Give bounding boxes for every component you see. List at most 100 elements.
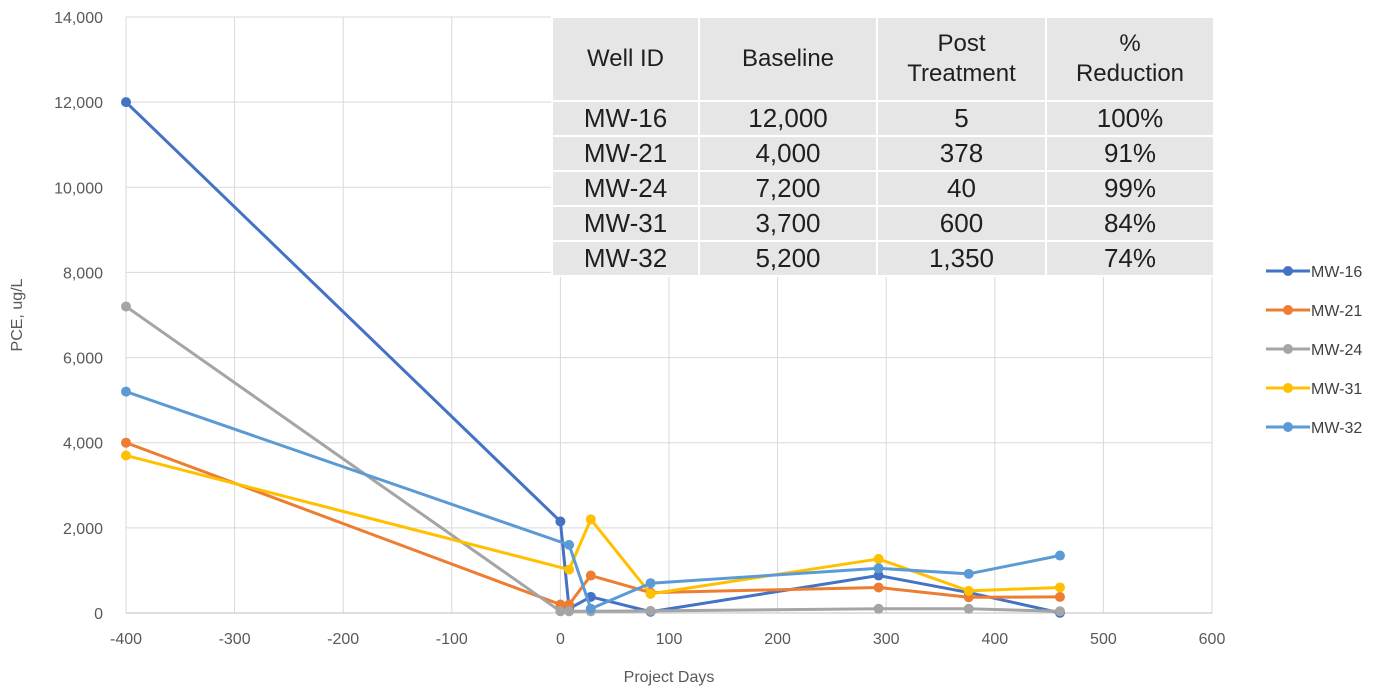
- table-cell: 600: [876, 205, 1047, 242]
- table-header-row: Well ID Baseline Post Treatment % Reduct…: [551, 16, 1215, 102]
- data-point-mw-32: [873, 563, 884, 574]
- y-tick-label: 10,000: [54, 180, 103, 197]
- legend-item-mw-31: MW-31: [1266, 381, 1362, 398]
- table-row: MW-21 4,000 378 91%: [551, 135, 1215, 172]
- table-cell: MW-24: [551, 170, 700, 207]
- header-text: Reduction: [1075, 60, 1185, 87]
- series-line-mw-24: [125, 305, 1061, 613]
- header-percent-reduction: % Reduction: [1045, 16, 1215, 102]
- y-axis-title: PCE, ug/L: [9, 278, 26, 351]
- legend-item-mw-21: MW-21: [1266, 303, 1362, 320]
- y-tick-label: 6,000: [63, 351, 103, 368]
- data-point-mw-16: [873, 570, 884, 581]
- table-cell: 3,700: [698, 205, 878, 242]
- table-cell: 1,350: [876, 240, 1047, 277]
- data-point-mw-31: [645, 588, 656, 599]
- x-tick-label: 500: [1090, 631, 1117, 648]
- legend-marker: [1283, 305, 1293, 315]
- series-mw-32: [121, 386, 1065, 614]
- chart-legend: MW-16 MW-21 MW-24 MW-31 MW-32: [1266, 264, 1362, 437]
- y-tick-label: 0: [94, 606, 103, 623]
- x-tick-label: 300: [873, 631, 900, 648]
- data-point-mw-21: [585, 570, 596, 581]
- header-baseline: Baseline: [698, 16, 878, 102]
- y-tick-label: 4,000: [63, 436, 103, 453]
- data-point-mw-24: [555, 606, 566, 617]
- data-point-mw-32: [121, 386, 131, 397]
- table-cell: 99%: [1045, 170, 1215, 207]
- header-text: Baseline: [741, 45, 835, 72]
- x-tick-label: 600: [1199, 631, 1226, 648]
- header-text: Well ID: [587, 45, 664, 72]
- header-well-id: Well ID: [551, 16, 700, 102]
- data-point-mw-21: [121, 437, 131, 448]
- data-point-mw-32: [585, 603, 596, 614]
- table-row: MW-24 7,200 40 99%: [551, 170, 1215, 207]
- x-tick-label: 0: [556, 631, 565, 648]
- data-point-mw-24: [564, 606, 575, 617]
- data-point-mw-32: [645, 578, 656, 589]
- data-point-mw-21: [1054, 591, 1065, 602]
- data-point-mw-32: [1054, 550, 1065, 561]
- chart-series: [121, 97, 1065, 618]
- legend-marker: [1283, 383, 1293, 393]
- data-point-mw-16: [121, 97, 131, 108]
- data-point-mw-21: [873, 582, 884, 593]
- table-cell: 84%: [1045, 205, 1215, 242]
- legend-marker: [1283, 422, 1293, 432]
- y-tick-label: 12,000: [54, 95, 103, 112]
- header-text: %: [1119, 30, 1141, 57]
- legend-label: MW-21: [1311, 303, 1362, 320]
- data-point-mw-24: [873, 603, 884, 614]
- table-cell: 100%: [1045, 100, 1215, 137]
- data-point-mw-31: [963, 585, 974, 596]
- data-point-mw-24: [963, 603, 974, 614]
- table-cell: 74%: [1045, 240, 1215, 277]
- x-tick-label: 100: [656, 631, 683, 648]
- legend-marker: [1283, 344, 1293, 354]
- data-point-mw-24: [121, 301, 131, 312]
- table-cell: 91%: [1045, 135, 1215, 172]
- legend-label: MW-31: [1311, 381, 1362, 398]
- y-tick-label: 14,000: [54, 10, 103, 27]
- data-point-mw-31: [564, 564, 575, 575]
- legend-label: MW-16: [1311, 264, 1362, 281]
- table-row: MW-31 3,700 600 84%: [551, 205, 1215, 242]
- header-text: Treatment: [907, 60, 1016, 87]
- x-tick-label: -300: [219, 631, 251, 648]
- data-point-mw-32: [963, 568, 974, 579]
- data-point-mw-32: [564, 539, 575, 550]
- legend-item-mw-32: MW-32: [1266, 420, 1362, 437]
- x-tick-label: -200: [327, 631, 359, 648]
- table-cell: MW-21: [551, 135, 700, 172]
- table-row: MW-32 5,200 1,350 74%: [551, 240, 1215, 277]
- series-mw-24: [121, 301, 1065, 617]
- legend-item-mw-16: MW-16: [1266, 264, 1362, 281]
- x-axis-title: Project Days: [624, 669, 715, 686]
- header-text: Post: [937, 30, 986, 57]
- data-point-mw-31: [585, 514, 596, 525]
- table-cell: 12,000: [698, 100, 878, 137]
- y-tick-label: 2,000: [63, 521, 103, 538]
- series-line-mw-16: [124, 101, 1061, 615]
- data-point-mw-16: [555, 516, 566, 527]
- table-cell: MW-31: [551, 205, 700, 242]
- data-point-mw-24: [645, 605, 656, 616]
- x-tick-label: 200: [764, 631, 791, 648]
- table-cell: 40: [876, 170, 1047, 207]
- x-tick-label: 400: [981, 631, 1008, 648]
- table-cell: MW-16: [551, 100, 700, 137]
- table-row: MW-16 12,000 5 100%: [551, 100, 1215, 137]
- legend-marker: [1283, 266, 1293, 276]
- table-cell: MW-32: [551, 240, 700, 277]
- legend-item-mw-24: MW-24: [1266, 342, 1362, 359]
- chart-axes: -400 -300 -200 -100 0 100 200 300 400 500 600 0 2,00…: [54, 10, 1225, 648]
- data-point-mw-31: [873, 553, 884, 564]
- data-point-mw-31: [121, 450, 131, 461]
- table-cell: 378: [876, 135, 1047, 172]
- data-point-mw-31: [1054, 582, 1065, 593]
- legend-label: MW-24: [1311, 342, 1362, 359]
- header-post-treatment: Post Treatment: [876, 16, 1047, 102]
- table-cell: 7,200: [698, 170, 878, 207]
